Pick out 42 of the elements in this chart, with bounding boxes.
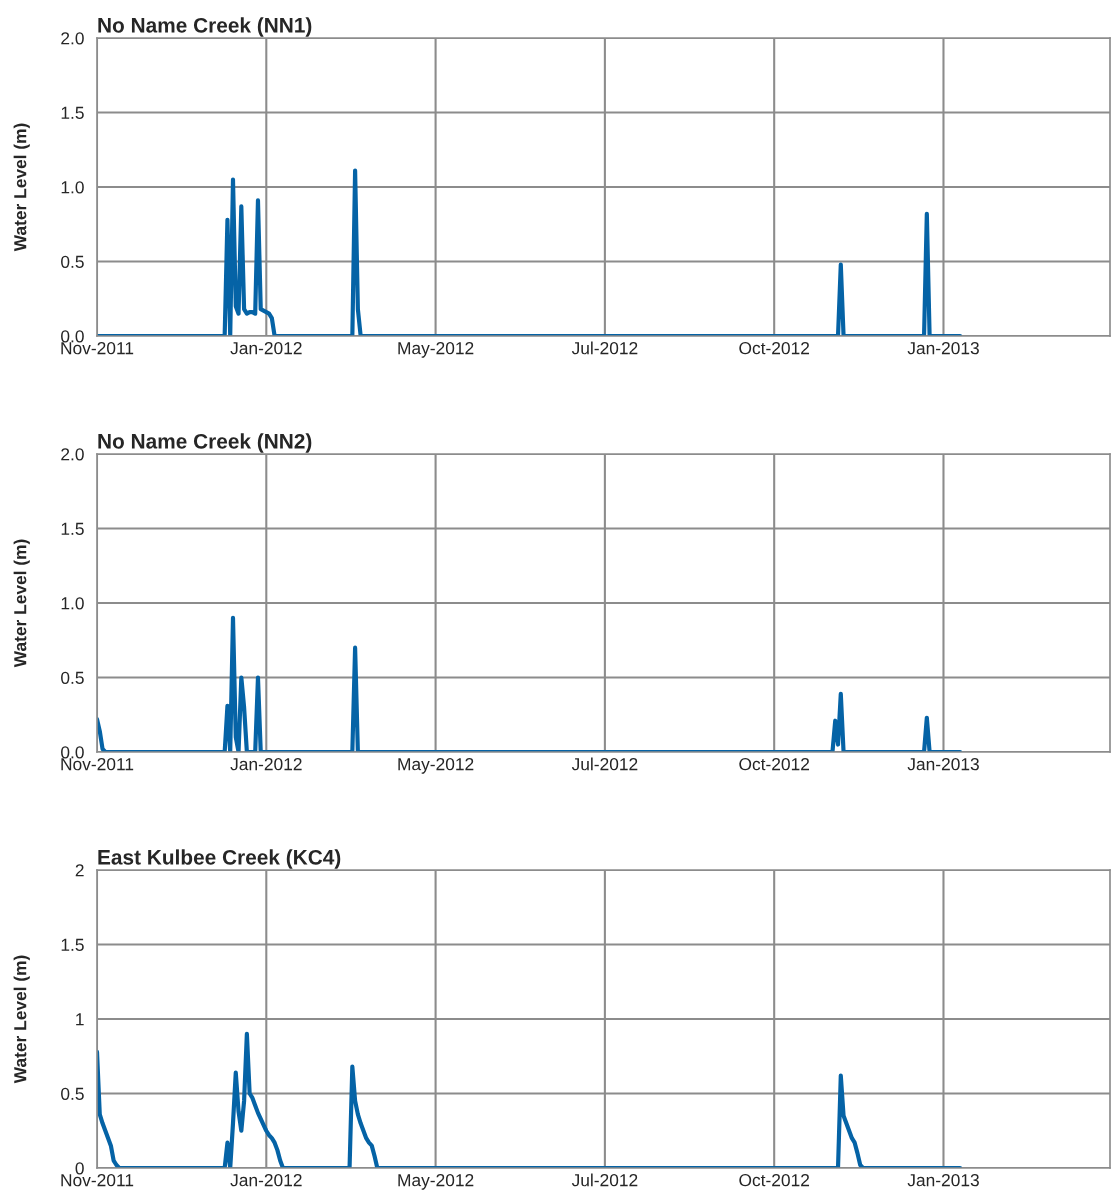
chart-title: No Name Creek (NN2)	[98, 433, 312, 453]
x-tick-label: Oct-2012	[739, 342, 810, 355]
x-tick-label: Jan-2013	[907, 758, 979, 771]
y-tick-label: 0.0	[61, 330, 84, 343]
y-tick-label: 0.5	[61, 671, 84, 684]
y-tick-label: 1	[76, 1013, 84, 1026]
x-tick-label: Nov-2011	[61, 1174, 134, 1187]
y-tick-label: 0.5	[61, 255, 84, 268]
x-tick-label: May-2012	[398, 1174, 474, 1190]
x-tick-label: Nov-2011	[61, 342, 134, 355]
y-axis-title: Water Level (m)	[13, 539, 30, 668]
x-tick-label: Jan-2013	[907, 1174, 979, 1187]
y-axis-title: Water Level (m)	[13, 955, 30, 1084]
chart-title: No Name Creek (NN1)	[98, 17, 312, 37]
line-series	[97, 168, 963, 336]
line-series	[97, 615, 963, 752]
y-axis-title: Water Level (m)	[13, 123, 30, 252]
x-tick-label: Jul-2012	[571, 1173, 638, 1187]
y-tick-label: 1.0	[61, 597, 84, 610]
x-tick-label: Jan-2012	[230, 1174, 302, 1187]
y-tick-label: 1.0	[61, 181, 84, 194]
x-tick-label: Oct-2012	[739, 1174, 810, 1187]
x-tick-label: Jan-2013	[907, 342, 979, 355]
y-tick-label: 0.5	[61, 1087, 84, 1100]
y-tick-label: 0	[75, 1162, 84, 1175]
x-tick-label: Nov-2011	[61, 758, 134, 771]
x-tick-label: Jul-2012	[571, 757, 638, 771]
y-tick-label: 2.0	[61, 448, 84, 461]
y-tick-label: 1.5	[61, 522, 84, 535]
y-tick-label: 0.0	[61, 746, 84, 759]
x-tick-label: Jan-2012	[230, 342, 302, 355]
x-tick-label: Jan-2012	[230, 758, 302, 771]
chart-title: East Kulbee Creek (KC4)	[98, 849, 341, 869]
x-tick-label: May-2012	[398, 342, 474, 358]
y-tick-label: 1.5	[61, 106, 84, 119]
y-tick-label: 1.5	[61, 938, 84, 951]
line-series	[97, 1031, 963, 1168]
y-tick-label: 2.0	[61, 32, 84, 45]
y-tick-label: 2	[75, 864, 84, 877]
x-tick-label: May-2012	[398, 758, 474, 774]
x-tick-label: Oct-2012	[739, 758, 810, 771]
x-tick-label: Jul-2012	[571, 341, 638, 355]
